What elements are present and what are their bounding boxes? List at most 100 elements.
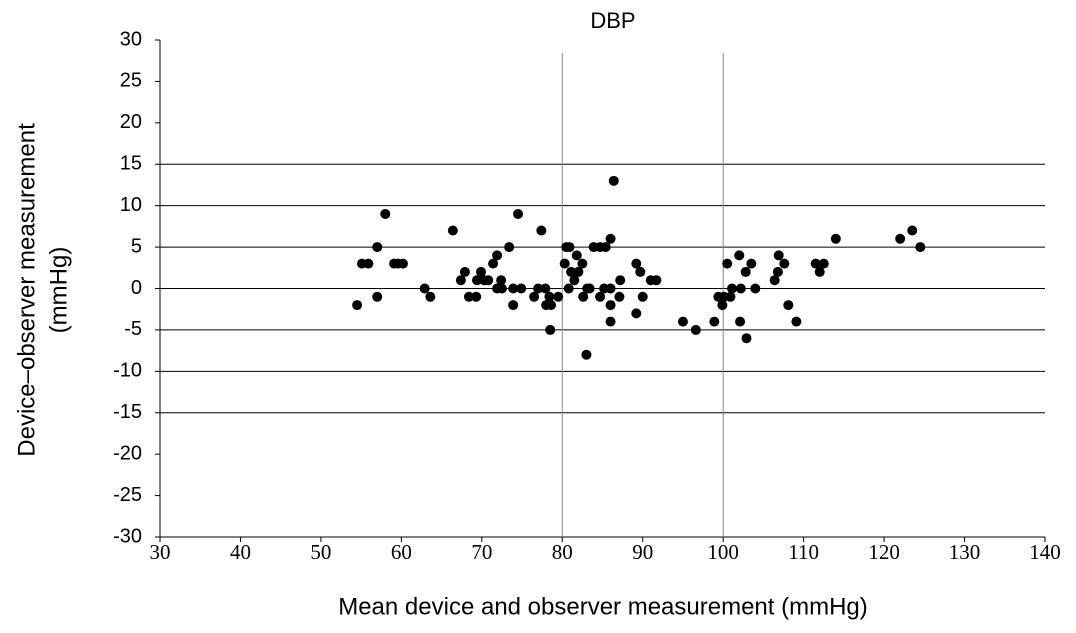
point (651, 275, 662, 286)
point (513, 208, 524, 219)
point (727, 283, 738, 294)
y-tick-label: -30 (113, 525, 142, 547)
point (631, 308, 642, 319)
point (536, 225, 547, 236)
x-tick-label: 140 (1029, 540, 1061, 564)
point (476, 266, 487, 277)
point (573, 266, 584, 277)
x-tick-label: 70 (471, 540, 492, 564)
point (722, 258, 733, 269)
point (564, 242, 575, 253)
point (614, 291, 625, 302)
point (635, 266, 646, 277)
x-tick-label: 40 (230, 540, 251, 564)
point (734, 250, 745, 261)
y-tick-label: -25 (113, 484, 142, 506)
point (529, 291, 540, 302)
point (463, 291, 474, 302)
y-tick-label: 25 (120, 70, 142, 92)
point (425, 291, 436, 302)
point (895, 233, 906, 244)
point (419, 283, 430, 294)
chart-title: DBP (590, 8, 635, 33)
point (566, 266, 577, 277)
point (516, 283, 527, 294)
point (533, 283, 544, 294)
point (372, 242, 383, 253)
point (447, 225, 458, 236)
x-tick-label: 130 (949, 540, 981, 564)
point (559, 258, 570, 269)
point (563, 283, 574, 294)
point (595, 291, 606, 302)
point (577, 258, 588, 269)
point (605, 233, 616, 244)
point (915, 242, 926, 253)
point (581, 349, 592, 360)
point (750, 283, 761, 294)
x-tick-label: 100 (707, 540, 739, 564)
point (709, 316, 720, 327)
x-tick-label: 120 (868, 540, 900, 564)
point (783, 300, 794, 311)
x-tick-label: 110 (788, 540, 819, 564)
point (740, 266, 751, 277)
y-tick-label: -15 (113, 401, 142, 423)
point (483, 275, 494, 286)
point (637, 291, 648, 302)
point (508, 283, 519, 294)
x-tick-label: 90 (632, 540, 653, 564)
point (818, 258, 829, 269)
x-tick-label: 50 (310, 540, 331, 564)
point (725, 291, 736, 302)
point (741, 333, 752, 344)
point (459, 266, 470, 277)
point (779, 258, 790, 269)
point (746, 258, 757, 269)
point (504, 242, 515, 253)
point (488, 258, 499, 269)
y-axis-label: (mmHg) (45, 247, 72, 334)
x-axis-label: Mean device and observer measurement (mm… (338, 593, 868, 620)
y-tick-label: 30 (120, 28, 142, 50)
point (735, 316, 746, 327)
y-axis-label: Device–observer measurement (13, 123, 40, 457)
point (605, 316, 616, 327)
y-tick-label: -10 (113, 360, 142, 382)
point (471, 275, 482, 286)
point (735, 283, 746, 294)
point (600, 242, 611, 253)
y-tick-label: 20 (120, 111, 142, 133)
point (352, 300, 363, 311)
y-tick-label: 10 (120, 194, 142, 216)
point (553, 291, 564, 302)
point (773, 250, 784, 261)
x-tick-label: 80 (552, 540, 573, 564)
point (363, 258, 374, 269)
y-tick-label: 0 (131, 277, 142, 299)
point (397, 258, 408, 269)
point (772, 266, 783, 277)
point (455, 275, 466, 286)
point (677, 316, 688, 327)
point (584, 283, 595, 294)
x-tick-label: 30 (150, 540, 171, 564)
y-tick-label: 15 (120, 153, 142, 175)
point (544, 291, 555, 302)
point (769, 275, 780, 286)
y-tick-label: 5 (131, 235, 142, 257)
point (608, 175, 619, 186)
point (540, 283, 551, 294)
point (830, 233, 841, 244)
point (372, 291, 383, 302)
point (631, 258, 642, 269)
point (791, 316, 802, 327)
point (496, 275, 507, 286)
point (578, 291, 589, 302)
point (508, 300, 519, 311)
point (615, 275, 626, 286)
point (810, 258, 821, 269)
point (492, 250, 503, 261)
y-tick-label: -20 (113, 442, 142, 464)
point (717, 300, 728, 311)
